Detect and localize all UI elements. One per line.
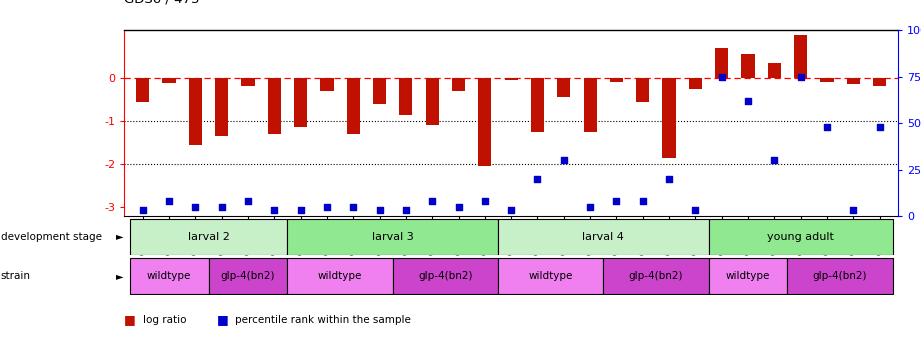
Point <box>162 198 177 204</box>
Text: glp-4(bn2): glp-4(bn2) <box>629 271 683 281</box>
Point <box>215 204 229 210</box>
Bar <box>787 258 892 294</box>
Bar <box>741 54 754 78</box>
Bar <box>478 78 492 166</box>
Bar <box>346 78 360 134</box>
Point <box>661 176 676 182</box>
Bar <box>846 78 860 84</box>
Bar <box>287 258 392 294</box>
Bar <box>268 78 281 134</box>
Text: ►: ► <box>116 271 123 281</box>
Point <box>477 198 492 204</box>
Point <box>740 98 755 104</box>
Bar <box>498 258 603 294</box>
Bar <box>530 78 544 132</box>
Bar <box>400 78 413 115</box>
Point <box>767 157 782 163</box>
Bar <box>715 47 729 78</box>
Point <box>293 207 308 213</box>
Bar <box>162 78 176 83</box>
Point <box>425 198 439 204</box>
Text: ■: ■ <box>124 313 136 326</box>
Text: wildtype: wildtype <box>318 271 362 281</box>
Point <box>346 204 361 210</box>
Point <box>715 74 729 80</box>
Bar <box>662 78 676 158</box>
Text: wildtype: wildtype <box>726 271 770 281</box>
Text: glp-4(bn2): glp-4(bn2) <box>813 271 868 281</box>
Text: strain: strain <box>1 271 31 281</box>
Text: ►: ► <box>116 231 123 242</box>
Bar <box>426 78 438 125</box>
Point <box>845 207 860 213</box>
Point <box>188 204 203 210</box>
Bar <box>130 258 208 294</box>
Bar <box>584 78 597 132</box>
Point <box>530 176 545 182</box>
Bar <box>216 78 228 136</box>
Bar <box>136 78 149 102</box>
Point <box>688 207 703 213</box>
Bar <box>321 78 333 91</box>
Text: GDS6 / 475: GDS6 / 475 <box>124 0 200 5</box>
Text: wildtype: wildtype <box>146 271 192 281</box>
Bar <box>557 78 570 97</box>
Point <box>240 198 255 204</box>
Bar <box>768 63 781 78</box>
Bar <box>821 78 834 82</box>
Bar <box>498 218 708 255</box>
Bar <box>373 78 386 104</box>
Text: larval 3: larval 3 <box>372 231 414 242</box>
Bar <box>708 258 787 294</box>
Text: wildtype: wildtype <box>529 271 573 281</box>
Bar <box>794 35 807 78</box>
Bar <box>603 258 708 294</box>
Text: ■: ■ <box>216 313 228 326</box>
Bar <box>708 218 892 255</box>
Bar <box>689 78 702 89</box>
Text: young adult: young adult <box>767 231 834 242</box>
Text: larval 4: larval 4 <box>582 231 624 242</box>
Text: log ratio: log ratio <box>143 315 186 325</box>
Point <box>504 207 519 213</box>
Point <box>635 198 650 204</box>
Bar <box>287 218 498 255</box>
Point <box>793 74 808 80</box>
Bar <box>452 78 465 91</box>
Point <box>609 198 624 204</box>
Point <box>872 124 887 130</box>
Bar <box>208 258 287 294</box>
Bar <box>189 78 202 145</box>
Bar <box>636 78 649 102</box>
Point <box>820 124 834 130</box>
Bar <box>610 78 623 82</box>
Bar <box>130 218 287 255</box>
Point <box>320 204 334 210</box>
Point <box>399 207 414 213</box>
Text: development stage: development stage <box>1 231 102 242</box>
Bar <box>392 258 498 294</box>
Bar <box>294 78 308 127</box>
Point <box>267 207 282 213</box>
Bar <box>505 78 518 80</box>
Point <box>583 204 598 210</box>
Bar <box>241 78 254 86</box>
Text: percentile rank within the sample: percentile rank within the sample <box>235 315 411 325</box>
Point <box>556 157 571 163</box>
Text: glp-4(bn2): glp-4(bn2) <box>221 271 275 281</box>
Bar <box>873 78 886 86</box>
Text: glp-4(bn2): glp-4(bn2) <box>418 271 472 281</box>
Point <box>372 207 387 213</box>
Text: larval 2: larval 2 <box>188 231 229 242</box>
Point <box>451 204 466 210</box>
Point <box>135 207 150 213</box>
